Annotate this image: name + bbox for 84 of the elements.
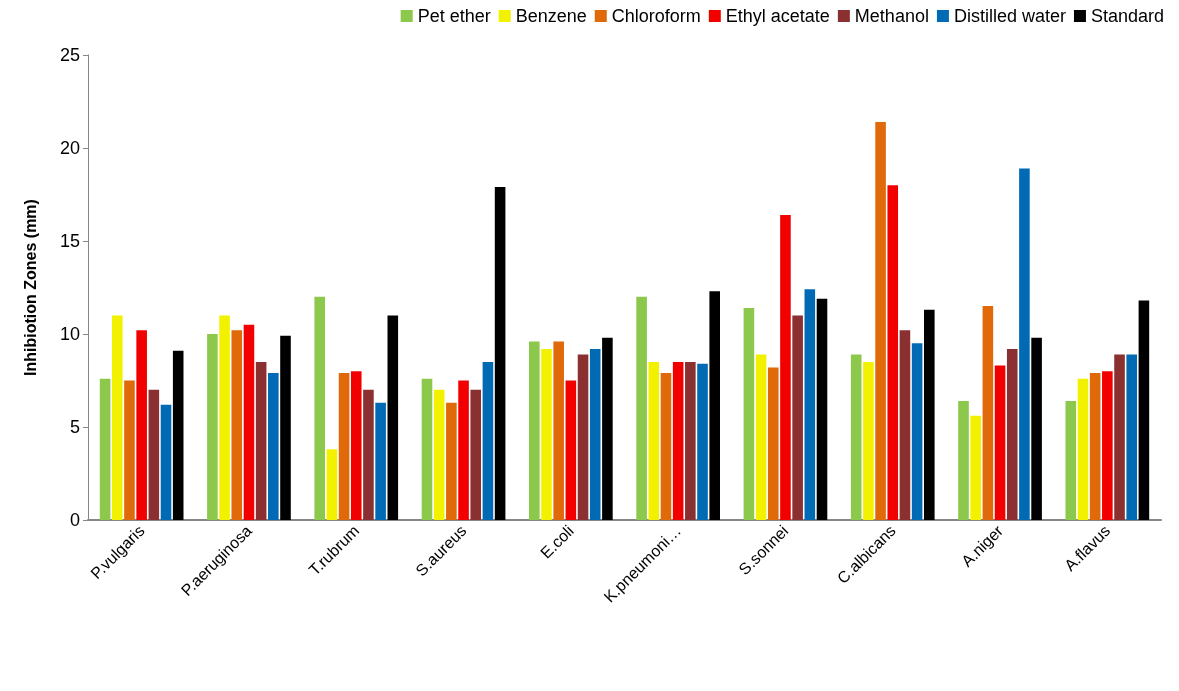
bar bbox=[338, 373, 350, 520]
bar bbox=[268, 373, 279, 520]
bar bbox=[280, 335, 291, 520]
bar bbox=[970, 415, 981, 520]
bar bbox=[111, 315, 123, 520]
legend-label: Distilled water bbox=[953, 6, 1066, 26]
bar bbox=[767, 367, 779, 520]
bar bbox=[124, 380, 135, 520]
bar bbox=[816, 298, 828, 520]
bar bbox=[1019, 168, 1030, 520]
bar bbox=[887, 185, 899, 520]
bar bbox=[648, 361, 660, 520]
legend-label: Methanol bbox=[854, 6, 929, 26]
bar bbox=[1102, 371, 1113, 520]
bar bbox=[685, 361, 696, 520]
bar bbox=[1126, 354, 1138, 520]
bar bbox=[363, 389, 374, 520]
bar bbox=[541, 348, 552, 520]
bar bbox=[470, 389, 482, 520]
bar bbox=[1089, 373, 1101, 520]
bar bbox=[231, 330, 243, 520]
bar bbox=[804, 289, 816, 520]
y-tick-label: 0 bbox=[69, 510, 80, 530]
bar bbox=[589, 348, 601, 520]
bar bbox=[1006, 348, 1018, 520]
bar bbox=[421, 378, 433, 520]
bar bbox=[375, 402, 386, 520]
legend-label: Pet ether bbox=[417, 6, 491, 26]
bar bbox=[1031, 337, 1042, 520]
bar bbox=[1138, 300, 1150, 520]
bar bbox=[565, 380, 577, 520]
bar bbox=[172, 350, 184, 520]
y-tick-label: 10 bbox=[59, 324, 80, 344]
bar bbox=[958, 400, 969, 520]
y-tick-label: 5 bbox=[69, 417, 80, 437]
bar bbox=[792, 315, 803, 520]
bar bbox=[994, 365, 1006, 520]
y-tick-label: 25 bbox=[59, 45, 80, 65]
bar bbox=[160, 404, 172, 520]
legend-label: Standard bbox=[1090, 6, 1165, 26]
legend-label: Ethyl acetate bbox=[725, 6, 830, 26]
bar bbox=[863, 361, 874, 520]
bar bbox=[350, 371, 362, 520]
bar bbox=[148, 389, 160, 520]
bar bbox=[709, 291, 720, 520]
bar bbox=[911, 343, 923, 520]
bar bbox=[136, 330, 147, 520]
bar bbox=[207, 334, 218, 520]
bar bbox=[99, 378, 111, 520]
bar bbox=[314, 296, 325, 520]
bar bbox=[577, 354, 589, 520]
bar bbox=[494, 187, 506, 520]
bar bbox=[1077, 378, 1089, 520]
y-tick-label: 20 bbox=[59, 138, 80, 158]
y-tick-label: 15 bbox=[59, 231, 80, 251]
bar bbox=[219, 315, 230, 520]
bar bbox=[458, 380, 469, 520]
legend-label: Benzene bbox=[515, 6, 587, 26]
bar bbox=[602, 337, 613, 520]
bar bbox=[924, 309, 935, 520]
bar bbox=[553, 341, 564, 520]
bar bbox=[636, 296, 647, 520]
bar bbox=[1065, 400, 1077, 520]
bar bbox=[697, 363, 708, 520]
bar bbox=[433, 389, 445, 520]
bar bbox=[482, 361, 494, 520]
bar bbox=[326, 449, 338, 520]
bar bbox=[660, 373, 672, 520]
y-axis-title: Inhibiotion Zones (mm) bbox=[21, 199, 39, 376]
bar bbox=[755, 354, 767, 520]
bar bbox=[982, 306, 994, 520]
bar bbox=[899, 330, 911, 520]
bar bbox=[875, 121, 886, 520]
bar bbox=[529, 341, 540, 520]
bar bbox=[743, 307, 755, 520]
legend-label: Chloroform bbox=[611, 6, 701, 26]
bar bbox=[255, 361, 267, 520]
bar bbox=[446, 402, 457, 520]
bar bbox=[387, 315, 399, 520]
bar bbox=[672, 361, 684, 520]
bar bbox=[850, 354, 862, 520]
bar bbox=[780, 214, 791, 520]
bar bbox=[243, 324, 255, 520]
bar bbox=[1114, 354, 1125, 520]
